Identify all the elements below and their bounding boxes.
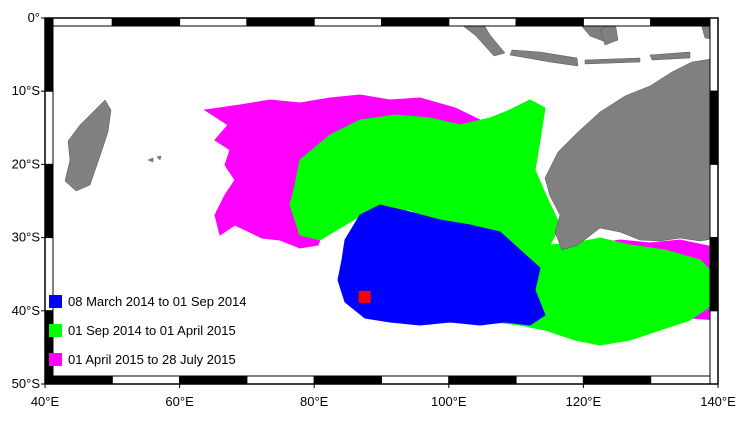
border-segment: [709, 90, 719, 165]
x-tick-label: 140°E: [700, 394, 736, 409]
border-segment: [179, 17, 248, 27]
australia: [544, 57, 719, 251]
border-segment: [246, 375, 315, 385]
legend: 08 March 2014 to 01 Sep 2014 01 Sep 2014 …: [49, 294, 247, 367]
frame: 40°E 60°E 80°E 100°E 120°E 140°E 0° 10°S 20°S 30°…: [12, 10, 736, 409]
border-segment: [709, 163, 719, 239]
border-segment: [515, 375, 584, 385]
border-segment: [582, 375, 652, 385]
y-tick-label: 30°S: [12, 230, 41, 245]
border-segment: [44, 17, 54, 92]
frame-outline: [44, 17, 719, 385]
border-segment: [44, 375, 113, 385]
border-segment: [709, 17, 719, 92]
border-segment: [44, 163, 54, 239]
y-tick-label: 0°: [28, 10, 40, 25]
border-segment: [111, 375, 181, 385]
border-segment: [179, 375, 248, 385]
border-segment: [313, 17, 383, 27]
y-tick-label: 20°S: [12, 156, 41, 171]
y-tick-label: 40°S: [12, 303, 41, 318]
border-segment: [44, 90, 54, 165]
java: [509, 49, 579, 67]
trajectory-cloud: [337, 204, 546, 326]
border-segment: [709, 310, 719, 385]
border-segment: [44, 310, 54, 385]
legend-swatch: [49, 295, 62, 308]
border-segment: [44, 17, 113, 27]
border-segment: [313, 375, 383, 385]
legend-label: 01 April 2015 to 28 July 2015: [68, 352, 236, 367]
border-segment: [111, 17, 181, 27]
legend-label: 01 Sep 2014 to 01 April 2015: [68, 323, 236, 338]
border-segment: [515, 17, 584, 27]
x-tick-label: 80°E: [300, 394, 329, 409]
last-position-marker: [358, 290, 371, 303]
border-segment: [246, 17, 315, 27]
border-segment: [650, 375, 719, 385]
legend-swatch: [49, 353, 62, 366]
border-segment: [709, 237, 719, 312]
y-tick-label: 10°S: [12, 83, 41, 98]
legend-swatch: [49, 324, 62, 337]
legend-label: 08 March 2014 to 01 Sep 2014: [68, 294, 247, 309]
border-segment: [381, 375, 450, 385]
border-segment: [381, 17, 450, 27]
border-segment: [448, 375, 517, 385]
trajectory-layer: [203, 94, 719, 346]
border-segment: [582, 17, 652, 27]
x-tick-label: 40°E: [31, 394, 60, 409]
x-tick-label: 60°E: [165, 394, 194, 409]
x-tick-label: 100°E: [431, 394, 467, 409]
madagascar: [64, 99, 112, 192]
x-tick-label: 120°E: [566, 394, 602, 409]
border-segment: [448, 17, 517, 27]
y-tick-label: 50°S: [12, 376, 41, 391]
border-segment: [650, 17, 719, 27]
